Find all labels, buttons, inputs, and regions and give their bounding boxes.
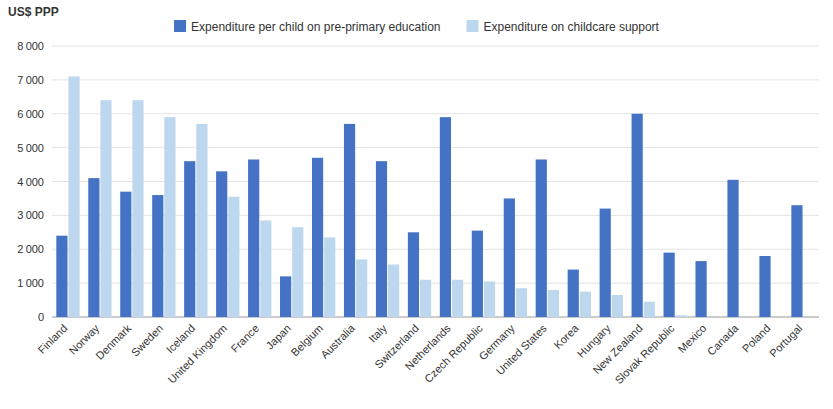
x-tick-label: France — [228, 322, 261, 355]
bar — [324, 237, 335, 317]
bar — [612, 295, 623, 317]
bar — [356, 259, 367, 317]
bar — [504, 198, 515, 317]
bar — [484, 281, 495, 317]
grid — [52, 46, 819, 317]
y-axis-label: US$ PPP — [8, 5, 59, 19]
bar — [280, 276, 291, 317]
bar — [184, 161, 195, 317]
bar — [420, 280, 431, 317]
bar — [600, 209, 611, 317]
bar — [132, 100, 143, 317]
x-tick-label: Mexico — [675, 322, 708, 355]
grid-line — [52, 79, 819, 80]
y-tick-label: 0 — [38, 311, 44, 323]
bar — [292, 227, 303, 317]
bar — [440, 117, 451, 317]
bar — [228, 197, 239, 317]
bar — [727, 180, 738, 317]
bar — [120, 192, 131, 317]
grid-line — [52, 46, 819, 47]
bar — [632, 114, 643, 317]
bar — [152, 195, 163, 317]
y-tick-label: 3 000 — [17, 209, 44, 221]
bar — [100, 100, 111, 317]
bar — [708, 317, 719, 318]
bar — [740, 317, 751, 318]
bar — [196, 124, 207, 317]
legend-swatch — [174, 20, 186, 32]
bar — [676, 315, 687, 317]
x-tick-label: Japan — [263, 322, 293, 352]
y-tick-label: 8 000 — [17, 40, 44, 52]
bar — [791, 205, 802, 317]
bar — [68, 76, 79, 317]
bar — [472, 231, 483, 317]
bar — [772, 317, 783, 318]
bar — [344, 124, 355, 317]
bar — [312, 158, 323, 317]
bar — [388, 264, 399, 317]
x-tick-label: United Kingdom — [165, 322, 229, 386]
legend-label: Expenditure on childcare support — [484, 20, 660, 34]
x-tick-label: Korea — [551, 321, 581, 351]
x-tick-label: Italy — [366, 322, 389, 345]
legend-swatch — [467, 20, 479, 32]
x-tick-label: Slovak Republic — [612, 322, 677, 387]
y-tick-label: 1 000 — [17, 277, 44, 289]
legend: Expenditure per child on pre-primary edu… — [174, 20, 660, 34]
y-tick-label: 5 000 — [17, 142, 44, 154]
bar — [88, 178, 99, 317]
x-tick-label: Finland — [35, 322, 69, 356]
bar — [548, 290, 559, 317]
bar — [580, 292, 591, 317]
y-tick-label: 6 000 — [17, 108, 44, 120]
bar — [248, 159, 259, 317]
bar — [759, 256, 770, 317]
bar — [164, 117, 175, 317]
chart: 0 1 000 2 000 3 000 4 000 5 000 6 000 7 000 8 00… — [0, 0, 833, 409]
x-tick-label: Denmark — [93, 322, 133, 362]
bar — [516, 288, 527, 317]
y-tick-label: 7 000 — [17, 74, 44, 86]
bar — [376, 161, 387, 317]
bar — [408, 232, 419, 317]
bar — [804, 317, 815, 318]
x-tick-label: Canada — [705, 321, 741, 357]
x-tick-label: Portugal — [767, 322, 804, 359]
bar — [695, 261, 706, 317]
x-tick-label: Sweden — [129, 322, 166, 359]
bar — [260, 220, 271, 317]
bar — [536, 159, 547, 317]
bar — [452, 280, 463, 317]
grid-line — [52, 113, 819, 114]
x-tick-label: Australia — [318, 321, 357, 360]
bar — [216, 171, 227, 317]
y-tick-label: 2 000 — [17, 243, 44, 255]
bar — [56, 236, 67, 317]
x-tick-label: United States — [494, 322, 550, 378]
bar — [568, 270, 579, 317]
bar — [644, 302, 655, 317]
y-tick-label: 4 000 — [17, 176, 44, 188]
legend-label: Expenditure per child on pre-primary edu… — [191, 20, 440, 34]
bar — [664, 253, 675, 317]
